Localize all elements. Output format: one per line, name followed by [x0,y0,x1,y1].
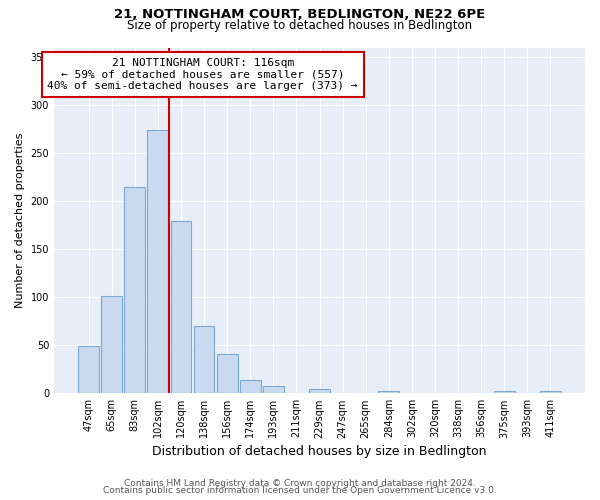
Text: 21 NOTTINGHAM COURT: 116sqm
← 59% of detached houses are smaller (557)
40% of se: 21 NOTTINGHAM COURT: 116sqm ← 59% of det… [47,58,358,91]
X-axis label: Distribution of detached houses by size in Bedlington: Distribution of detached houses by size … [152,444,487,458]
Y-axis label: Number of detached properties: Number of detached properties [15,132,25,308]
Bar [309,388,330,394]
Text: Size of property relative to detached houses in Bedlington: Size of property relative to detached ho… [127,18,473,32]
Bar [217,354,238,394]
Text: Contains HM Land Registry data © Crown copyright and database right 2024.: Contains HM Land Registry data © Crown c… [124,478,476,488]
Bar [494,392,515,394]
Bar [170,222,191,394]
Bar [148,130,168,394]
Bar [240,380,260,394]
Bar [101,296,122,394]
Bar [124,187,145,394]
Bar [263,386,284,394]
Bar [194,326,214,394]
Bar [540,392,561,394]
Text: Contains public sector information licensed under the Open Government Licence v3: Contains public sector information licen… [103,486,497,495]
Text: 21, NOTTINGHAM COURT, BEDLINGTON, NE22 6PE: 21, NOTTINGHAM COURT, BEDLINGTON, NE22 6… [115,8,485,20]
Bar [379,392,399,394]
Bar [78,346,99,394]
